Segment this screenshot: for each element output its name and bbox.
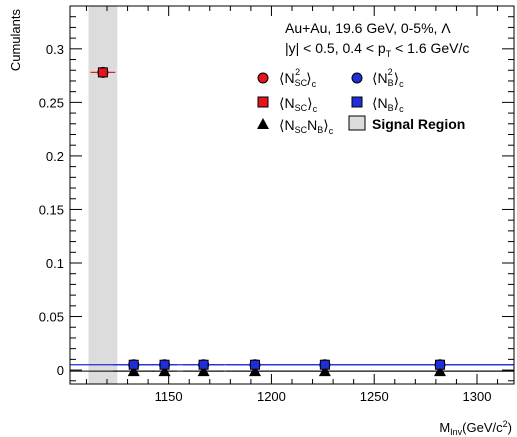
legend-marker-n2b — [351, 72, 363, 84]
legend-label-nb: ⟨NB⟩c — [372, 95, 404, 114]
axes-layer: 1150 1200 1250 1300 0 0.05 0.1 0.15 0.2 0.25 0.3 — [39, 5, 515, 404]
y-tick-label: 0.15 — [39, 202, 64, 217]
data-point-square — [250, 359, 260, 370]
data-point-triangle — [158, 365, 171, 377]
legend-label-nsc: ⟨NSC⟩c — [279, 95, 318, 114]
annotation-collision: Au+Au, 19.6 GeV, 0-5%, Λ — [285, 20, 451, 36]
y-axis-title: Cumulants — [8, 9, 23, 72]
data-point-square — [128, 359, 139, 370]
legend-label-nscnb: ⟨NSCNB⟩c — [279, 117, 334, 136]
x-tick-label: 1200 — [257, 389, 286, 404]
data-point-triangle — [434, 365, 446, 377]
legend-marker-nb — [351, 96, 363, 108]
y-tick-label: 0.05 — [39, 310, 64, 325]
signal-region-layer — [88, 6, 118, 384]
data-point-triangle — [197, 365, 210, 377]
legend-marker-n2sc — [257, 72, 269, 84]
y-tick-label: 0.1 — [46, 256, 64, 271]
x-tick-label: 1150 — [155, 389, 183, 404]
data-point-square — [319, 359, 330, 370]
y-tick-label: 0.25 — [39, 95, 64, 110]
signal-region-band — [88, 6, 118, 384]
x-tick-label: 1300 — [463, 389, 492, 404]
plot-frame — [69, 5, 515, 385]
data-point-square — [159, 359, 170, 370]
x-axis-title: MInv(GeV/c2) — [439, 419, 512, 437]
annotation-cuts: |y| < 0.5, 0.4 < pT < 1.6 GeV/c — [285, 40, 469, 59]
y-tick-label: 0 — [57, 363, 64, 378]
data-point-triangle — [127, 365, 140, 377]
data-point-triangle — [249, 365, 261, 377]
data-point-square — [435, 359, 445, 370]
legend-marker-signal-region — [348, 115, 366, 131]
x-tick-label: 1250 — [360, 389, 389, 404]
y-tick-label: 0.2 — [46, 149, 64, 164]
legend-marker-nsc — [257, 96, 269, 108]
y-tick-label: 0.3 — [46, 42, 64, 57]
data-series-layer — [70, 66, 514, 377]
legend-marker-nscnb — [257, 118, 269, 129]
data-point-square — [97, 67, 108, 78]
data-point-triangle — [318, 365, 331, 377]
legend: ⟨NSC2 ⟩c ⟨NB2⟩c ⟨NSC⟩c ⟨NB⟩c ⟨NSCNB⟩c Sig… — [257, 67, 465, 136]
legend-label-n2sc: ⟨NSC2 ⟩c — [279, 67, 317, 89]
legend-label-signal-region: Signal Region — [372, 116, 465, 132]
legend-label-n2b: ⟨NB2⟩c — [372, 67, 404, 89]
data-point-square — [198, 359, 209, 370]
